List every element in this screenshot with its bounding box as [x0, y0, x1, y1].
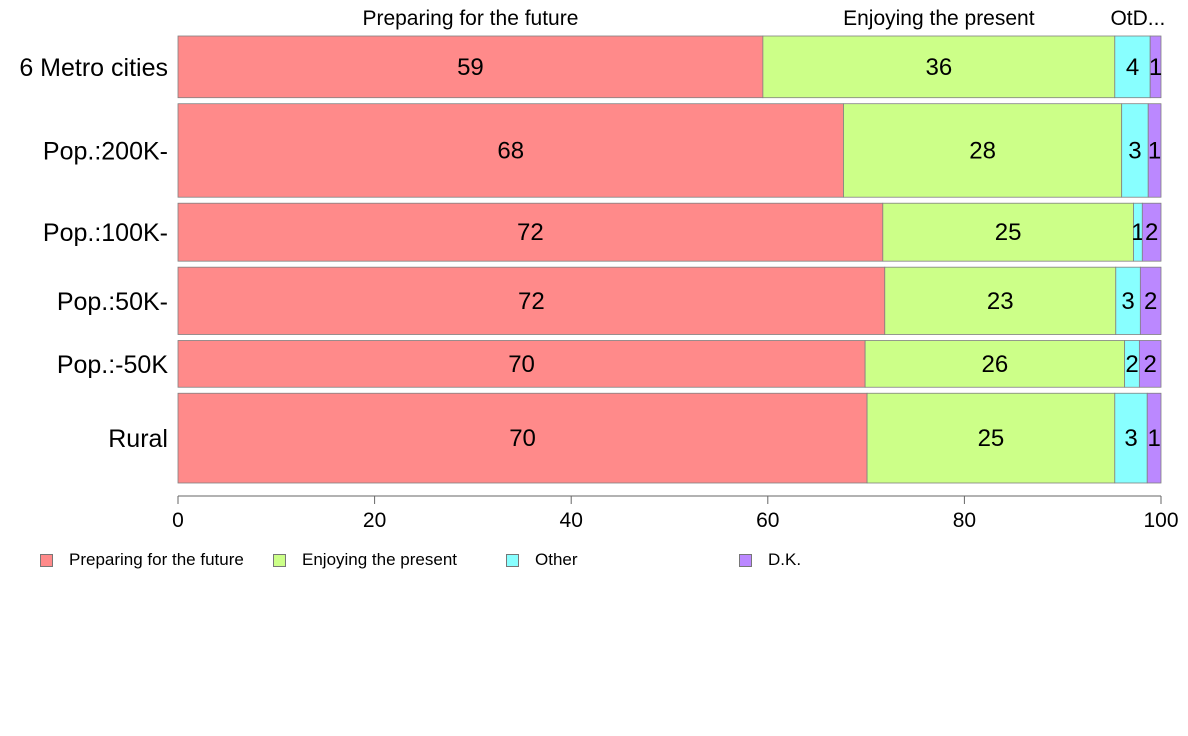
x-tick-label: 20 — [363, 509, 386, 532]
row-label: Rural — [108, 425, 168, 453]
bar-segment — [177, 392, 868, 484]
row-label: Pop.:200K- — [43, 137, 168, 165]
data-label: 2 — [1125, 351, 1138, 378]
bar-segment — [1147, 103, 1162, 198]
data-label: 26 — [982, 351, 1009, 378]
data-label: 1 — [1148, 137, 1161, 164]
bar-segment — [1114, 392, 1148, 484]
legend-swatch-enjoying — [273, 553, 286, 567]
legend-swatch-dk — [739, 553, 752, 567]
bar-segment — [864, 340, 1126, 388]
bar-segment — [762, 35, 1116, 99]
data-label: 72 — [518, 288, 545, 315]
x-tick-label: 80 — [953, 509, 976, 532]
legend-swatch-other — [506, 553, 519, 567]
x-axis: 0 20 40 60 80 100 — [172, 495, 1179, 532]
row-labels: 6 Metro cities Pop.:200K- Pop.:100K- Pop.:5… — [19, 54, 168, 453]
legend-label-dk: D.K. — [768, 550, 802, 569]
bar-segment — [843, 103, 1123, 198]
bars-layer: 59 36 4 168 28 3 172 25 1 272 23 3 270 26 2 270 25 3 1 — [177, 35, 1162, 484]
data-label: 3 — [1128, 137, 1141, 164]
bar-segment — [1146, 392, 1162, 484]
data-label: 2 — [1144, 288, 1157, 315]
bar-segment — [177, 202, 884, 262]
legend-label-other: Other — [535, 550, 578, 569]
data-label: 25 — [978, 425, 1005, 452]
bar-segment — [866, 392, 1116, 484]
legend-item-other: Other — [506, 550, 578, 570]
bar-segment — [1139, 266, 1162, 335]
data-label: 59 — [457, 54, 484, 81]
bar-segment — [177, 35, 764, 99]
top-label: Enjoying the present — [843, 7, 1035, 30]
bar-segment — [1114, 35, 1151, 99]
row-label: Pop.:-50K — [57, 351, 169, 379]
data-label: 25 — [995, 219, 1022, 246]
data-label: 70 — [509, 425, 536, 452]
bar-segment — [1121, 103, 1149, 198]
top-labels: Preparing for the future Enjoying the pre… — [362, 7, 1165, 30]
legend-item-dk: D.K. — [739, 550, 801, 570]
row-label: 6 Metro cities — [19, 54, 168, 82]
data-label: 3 — [1121, 288, 1134, 315]
data-label: 2 — [1144, 351, 1157, 378]
data-label: 28 — [969, 137, 996, 164]
legend: Preparing for the future Enjoying the pr… — [40, 550, 1140, 570]
bar-segment — [1149, 35, 1162, 99]
legend-label-preparing: Preparing for the future — [69, 550, 244, 569]
data-label: 1 — [1147, 425, 1160, 452]
bar-segment — [1115, 266, 1141, 335]
bar-segment — [177, 103, 844, 198]
data-label: 3 — [1124, 425, 1137, 452]
data-label: 1 — [1149, 54, 1162, 81]
x-tick-label: 0 — [172, 509, 184, 532]
legend-item-preparing: Preparing for the future — [40, 550, 244, 570]
data-label: 2 — [1145, 219, 1158, 246]
legend-swatch-preparing — [40, 553, 53, 567]
data-label: 1 — [1131, 219, 1144, 246]
bar-segment — [1138, 340, 1162, 388]
x-tick-label: 60 — [756, 509, 779, 532]
legend-item-enjoying: Enjoying the present — [273, 550, 457, 570]
data-label: 23 — [987, 288, 1014, 315]
x-tick-label: 100 — [1143, 509, 1178, 532]
top-label: OtD... — [1110, 7, 1165, 30]
bar-segment — [884, 266, 1117, 335]
data-label: 70 — [508, 351, 535, 378]
row-label: Pop.:100K- — [43, 219, 168, 247]
top-label: Preparing for the future — [362, 7, 578, 30]
data-label: 68 — [497, 137, 524, 164]
x-tick-label: 40 — [560, 509, 583, 532]
data-label: 36 — [925, 54, 952, 81]
data-label: 4 — [1126, 54, 1139, 81]
legend-label-enjoying: Enjoying the present — [302, 550, 457, 569]
data-label: 72 — [517, 219, 544, 246]
bar-segment — [1141, 202, 1162, 262]
bar-segment — [882, 202, 1134, 262]
row-label: Pop.:50K- — [57, 288, 168, 316]
bar-segment — [177, 340, 866, 388]
bar-segment — [177, 266, 886, 335]
